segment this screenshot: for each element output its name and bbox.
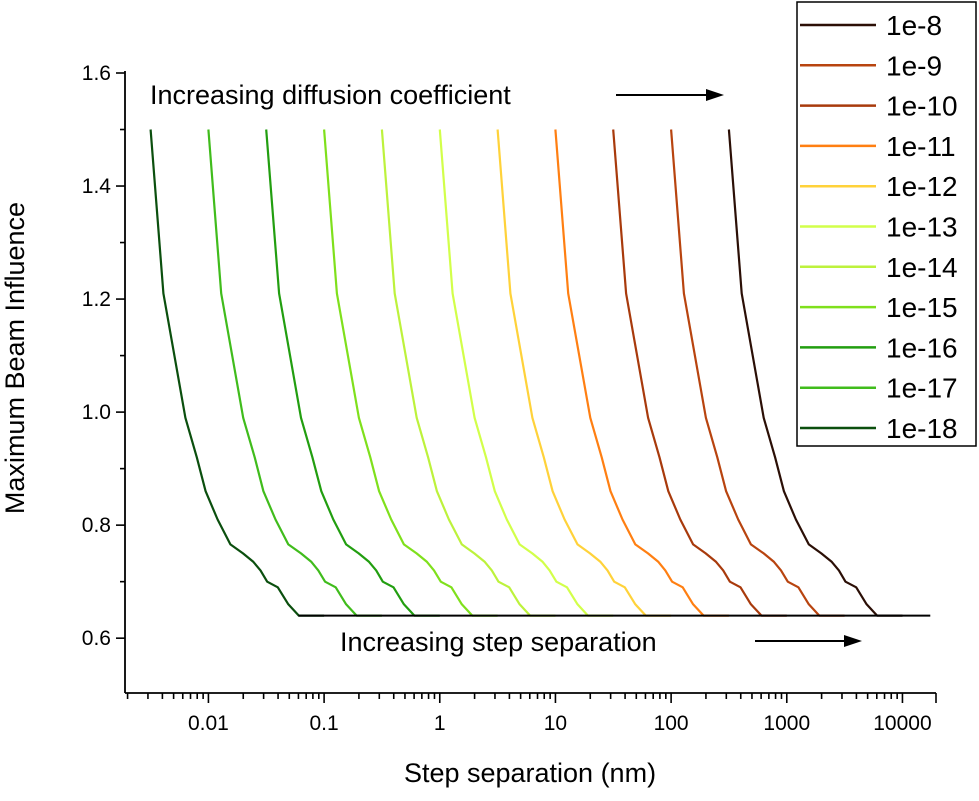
legend: 1e-8 1e-9 1e-10 1e-11 1e-12 1e-13 1e-14 1e-15 1e…	[796, 1, 977, 447]
y-tick-label: 1.0	[82, 401, 111, 424]
legend-label-1e-12: 1e-12	[886, 171, 958, 202]
annotation-step: Increasing step separation	[340, 627, 862, 657]
arrowhead-icon	[706, 89, 724, 101]
y-axis-title: Maximum Beam Influence	[0, 202, 30, 514]
series-line-1e-14	[380, 129, 556, 617]
legend-label-1e-14: 1e-14	[886, 252, 958, 283]
y-tick-label: 0.8	[82, 514, 111, 537]
series-line-1e-10	[612, 129, 787, 617]
legend-label-1e-8: 1e-8	[886, 10, 942, 41]
legend-label-1e-15: 1e-15	[886, 292, 958, 323]
series-line-1e-11	[554, 129, 729, 617]
x-tick-label: 1000	[763, 712, 810, 735]
y-tick-label: 1.4	[82, 175, 112, 198]
plot-curves	[149, 129, 931, 617]
series-line-1e-13	[438, 129, 614, 617]
annotation-step-text: Increasing step separation	[340, 627, 657, 657]
legend-label-1e-16: 1e-16	[886, 332, 958, 363]
x-tick-label: 100	[654, 712, 689, 735]
legend-label-1e-9: 1e-9	[886, 50, 942, 81]
arrowhead-icon	[844, 635, 862, 647]
x-tick-label: 0.01	[188, 712, 229, 735]
series-line-1e-12	[496, 129, 672, 617]
annotation-diffusion-text: Increasing diffusion coefficient	[150, 80, 511, 110]
annotation-diffusion: Increasing diffusion coefficient	[150, 80, 724, 110]
x-tick-label: 1	[434, 712, 446, 735]
legend-label-1e-10: 1e-10	[886, 91, 958, 122]
x-tick-label: 10000	[873, 712, 931, 735]
legend-label-1e-18: 1e-18	[886, 413, 958, 444]
series-line-1e-8	[727, 129, 903, 617]
legend-box	[796, 1, 977, 447]
legend-label-1e-13: 1e-13	[886, 212, 958, 243]
legend-label-1e-17: 1e-17	[886, 373, 958, 404]
x-tick-label: 0.1	[309, 712, 338, 735]
series-line-1e-9	[670, 129, 845, 617]
y-tick-label: 1.6	[82, 62, 111, 85]
y-tick-label: 0.6	[82, 627, 111, 650]
series-line-1e-18	[149, 129, 325, 617]
series-line-1e-15	[323, 129, 498, 617]
legend-label-1e-11: 1e-11	[886, 131, 956, 162]
y-tick-label: 1.2	[82, 288, 111, 311]
x-axis-title: Step separation (nm)	[404, 758, 656, 788]
series-line-1e-17	[207, 129, 382, 617]
series-line-1e-16	[265, 129, 440, 617]
axes: 0.01 0.1 1 10 100 1000 10000 0.6 0.8 1.0 1.2 1.4 1.6	[82, 62, 937, 735]
x-tick-label: 10	[544, 712, 567, 735]
